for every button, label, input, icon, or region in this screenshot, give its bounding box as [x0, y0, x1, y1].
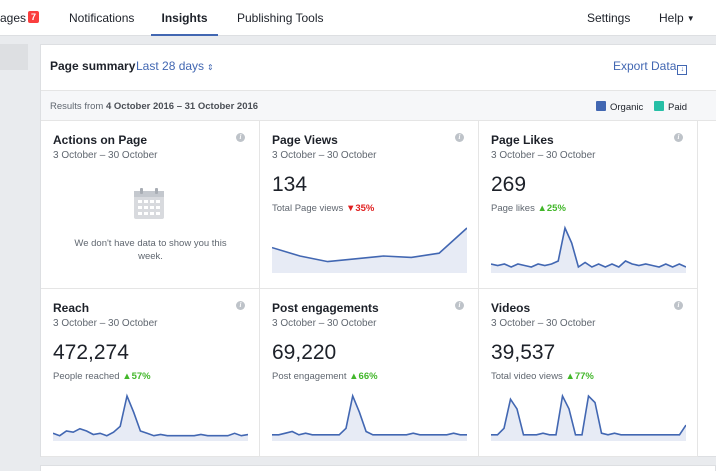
trend-down-icon: ▼ — [345, 203, 356, 214]
results-bar: Results from 4 October 2016 – 31 October… — [41, 91, 716, 121]
card-title: Actions on Page — [53, 133, 148, 147]
sparkline-area — [491, 396, 686, 441]
sparkline — [272, 393, 467, 441]
legend-paid: Paid — [654, 101, 687, 113]
sparkline-area — [491, 228, 686, 273]
trend-up-icon: ▲ — [122, 371, 132, 382]
next-section-edge — [40, 465, 716, 471]
trend-percent: 66% — [358, 371, 378, 382]
sparkline — [491, 225, 686, 273]
info-icon[interactable]: i — [236, 301, 245, 310]
chevron-down-icon: ▼ — [686, 14, 695, 23]
empty-state-text: We don't have data to show you this week… — [74, 238, 227, 262]
card-page-views: Page Views 3 October – 30 October i 134 … — [260, 121, 479, 289]
card-date-range: 3 October – 30 October — [272, 318, 377, 329]
download-icon: ↓ — [677, 65, 688, 75]
card-date-range: 3 October – 30 October — [53, 150, 158, 161]
sparkline-area — [272, 396, 467, 441]
metric-label: Total video views ▲77% — [491, 371, 594, 382]
nav-insights[interactable]: Insights — [151, 0, 218, 36]
metrics-grid: Actions on Page 3 October – 30 October i… — [41, 121, 700, 458]
metric-label: People reached ▲57% — [53, 371, 151, 382]
calendar-icon — [134, 188, 164, 219]
sparkline-series — [272, 393, 467, 436]
card-title: Page Views — [272, 133, 338, 147]
card-actions-on-page: Actions on Page 3 October – 30 October i… — [41, 121, 260, 289]
sparkline-series — [272, 227, 467, 263]
trend-percent: 77% — [574, 371, 594, 382]
card-date-range: 3 October – 30 October — [53, 318, 158, 329]
nav-notifications[interactable]: Notifications — [69, 11, 135, 25]
date-range-select[interactable]: Last 28 days ⇕ — [136, 59, 214, 73]
metric-value: 269 — [491, 173, 527, 196]
sparkline — [491, 393, 686, 441]
trend-up-icon: ▲ — [537, 203, 547, 214]
metric-label: Page likes ▲25% — [491, 203, 566, 214]
legend-organic: Organic — [596, 101, 643, 113]
pages-badge: 7 — [28, 11, 40, 23]
sparkline — [272, 227, 467, 273]
metric-value: 134 — [272, 173, 308, 196]
top-navigation: ages 7 Notifications Insights Publishing … — [0, 0, 716, 36]
info-icon[interactable]: i — [674, 301, 683, 310]
organic-swatch — [596, 101, 606, 111]
trend-up-icon: ▲ — [349, 371, 359, 382]
card-title: Post engagements — [272, 301, 379, 315]
card-videos: Videos 3 October – 30 October i 39,537 T… — [479, 289, 698, 457]
info-icon[interactable]: i — [236, 133, 245, 142]
export-data-button[interactable]: Export Data ↓ — [613, 59, 688, 75]
nav-pages-label: ages — [0, 11, 27, 25]
trend-up-icon: ▲ — [565, 371, 575, 382]
trend-percent: 35% — [355, 203, 375, 214]
card-page-likes: Page Likes 3 October – 30 October i 269 … — [479, 121, 698, 289]
card-title: Videos — [491, 301, 531, 315]
date-range-label: Last 28 days — [136, 59, 205, 73]
trend-percent: 57% — [131, 371, 151, 382]
nav-settings[interactable]: Settings — [587, 11, 631, 25]
sparkline-area — [53, 396, 248, 441]
nav-help-label: Help — [659, 11, 684, 25]
sort-arrows-icon: ⇕ — [207, 63, 214, 72]
metric-label: Post engagement ▲66% — [272, 371, 378, 382]
sparkline-area — [272, 228, 467, 273]
card-date-range: 3 October – 30 October — [491, 318, 596, 329]
metric-value: 39,537 — [491, 341, 556, 364]
info-icon[interactable]: i — [674, 133, 683, 142]
paid-swatch — [654, 101, 664, 111]
sidebar-stub — [0, 44, 28, 70]
card-date-range: 3 October – 30 October — [272, 150, 377, 161]
card-title: Page Likes — [491, 133, 554, 147]
panel-header: Page summary Last 28 days ⇕ Export Data ↓ — [41, 45, 716, 91]
info-icon[interactable]: i — [455, 133, 464, 142]
results-range: Results from 4 October 2016 – 31 October… — [50, 101, 259, 112]
sparkline — [53, 393, 248, 441]
page-summary-panel: Page summary Last 28 days ⇕ Export Data ↓ … — [40, 44, 716, 457]
nav-pages[interactable]: ages 7 — [0, 0, 40, 36]
page-summary-title: Page summary — [50, 59, 136, 73]
sparkline-series — [491, 225, 686, 269]
card-reach: Reach 3 October – 30 October i 472,274 P… — [41, 289, 260, 457]
card-date-range: 3 October – 30 October — [491, 150, 596, 161]
card-post-engagements: Post engagements 3 October – 30 October … — [260, 289, 479, 457]
trend-percent: 25% — [546, 203, 566, 214]
nav-help[interactable]: Help ▼ — [659, 0, 695, 36]
metric-value: 472,274 — [53, 341, 129, 364]
metric-value: 69,220 — [272, 341, 337, 364]
sparkline-series — [53, 393, 248, 437]
export-data-label: Export Data — [613, 59, 677, 73]
sparkline-series — [491, 393, 686, 436]
metric-label: Total Page views ▼35% — [272, 203, 375, 214]
card-title: Reach — [53, 301, 90, 315]
nav-publishing-tools[interactable]: Publishing Tools — [237, 11, 324, 25]
info-icon[interactable]: i — [455, 301, 464, 310]
